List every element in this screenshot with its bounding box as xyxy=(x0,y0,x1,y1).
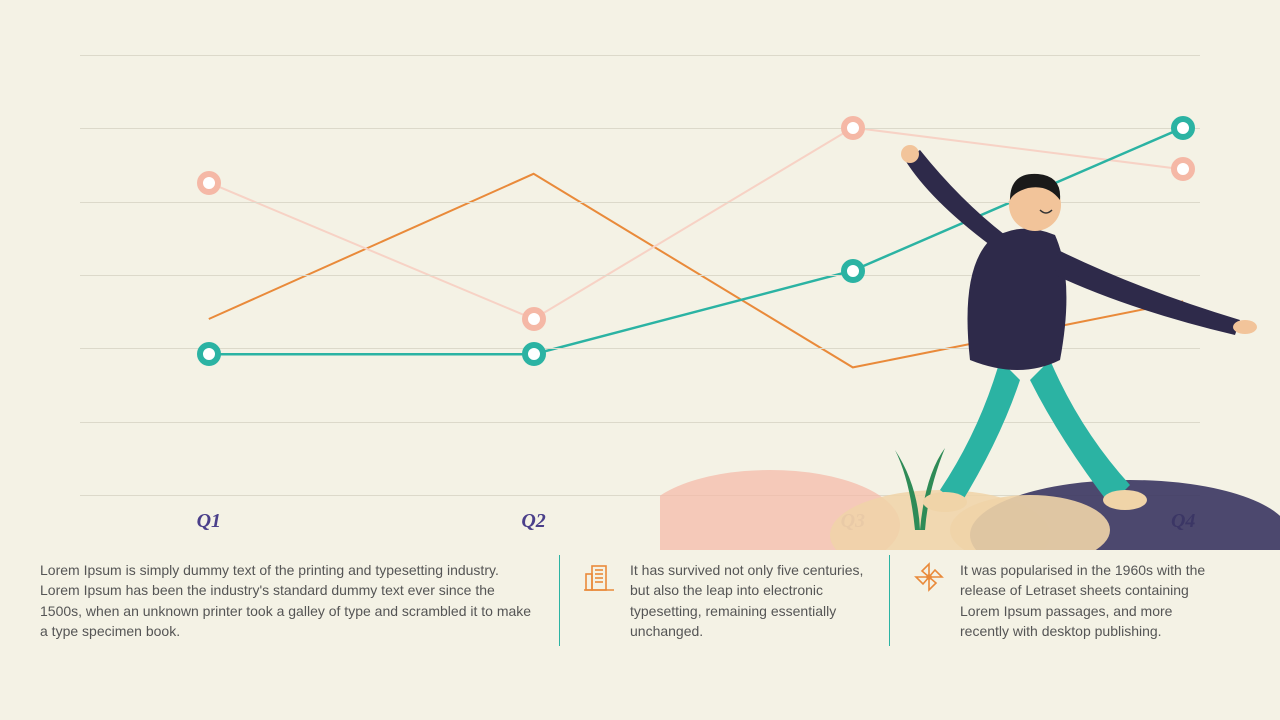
marker-pink xyxy=(1171,157,1195,181)
xaxis-label: Q2 xyxy=(521,510,545,533)
line-chart: Q1Q2Q3Q4 xyxy=(80,55,1200,495)
xaxis-label: Q4 xyxy=(1171,510,1195,533)
footer-text-3: It was popularised in the 1960s with the… xyxy=(960,560,1218,641)
marker-teal xyxy=(1171,116,1195,140)
series-line-teal xyxy=(209,128,1183,355)
footer-text-2: It has survived not only five centuries,… xyxy=(630,560,867,641)
gridline xyxy=(80,348,1200,349)
gridline xyxy=(80,128,1200,129)
building-icon xyxy=(582,560,616,641)
gridline xyxy=(80,55,1200,56)
series-line-pink xyxy=(209,128,1183,319)
marker-teal xyxy=(197,342,221,366)
marker-pink xyxy=(522,307,546,331)
xaxis-label: Q1 xyxy=(197,510,221,533)
marker-pink xyxy=(841,116,865,140)
footer: Lorem Ipsum is simply dummy text of the … xyxy=(40,555,1240,646)
pinwheel-icon xyxy=(912,560,946,641)
gridline xyxy=(80,202,1200,203)
marker-teal xyxy=(841,259,865,283)
gridline xyxy=(80,495,1200,496)
marker-teal xyxy=(522,342,546,366)
gridline xyxy=(80,275,1200,276)
series-line-orange xyxy=(209,174,1183,368)
marker-pink xyxy=(197,171,221,195)
xaxis-label: Q3 xyxy=(841,510,865,533)
gridline xyxy=(80,422,1200,423)
footer-text-1: Lorem Ipsum is simply dummy text of the … xyxy=(40,555,560,646)
